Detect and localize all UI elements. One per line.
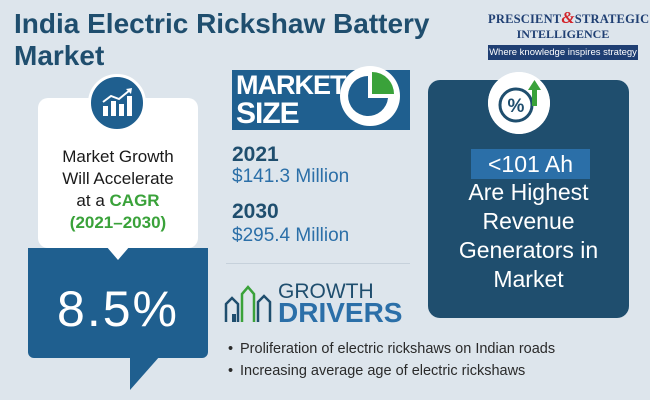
cagr-notch [106,246,130,260]
cagr-text-line3: at a CAGR [38,190,198,212]
cagr-description: Market Growth Will Accelerate at a CAGR … [38,146,198,234]
highlight-text-line1: Are Highest [468,179,589,205]
market-size-label-line2: SIZE [236,97,300,130]
page-title: India Electric Rickshaw Battery Market [14,8,430,71]
cagr-value: 8.5% [57,281,179,337]
growth-drivers-label-line2: DRIVERS [278,297,403,328]
cagr-callout-tail [130,356,160,390]
logo-word-strategic: STRATEGIC [574,12,650,26]
rising-chart-icon [88,74,146,132]
brand-logo: PRESCIENT&STRATEGIC INTELLIGENCE Where k… [488,8,649,62]
pie-chart-icon [340,66,400,126]
growth-drivers-list: Proliferation of electric rickshaws on I… [228,338,638,382]
cagr-text-prefix: at a [76,191,105,210]
market-size-year-2021: 2021 [232,143,279,166]
highlight-value: <101 Ah [471,149,590,179]
list-item: Proliferation of electric rickshaws on I… [228,338,638,360]
cagr-text-line2: Will Accelerate [62,169,174,188]
cagr-card: Market Growth Will Accelerate at a CAGR … [28,74,208,390]
logo-ampersand: & [561,8,575,27]
cagr-label: CAGR [109,191,160,210]
logo-tagline: Where knowledge inspires strategy [488,45,638,60]
cagr-text-line1: Market Growth [62,147,174,166]
logo-wordmark-line1: PRESCIENT&STRATEGIC [488,8,649,28]
percent-up-icon: % [488,72,550,134]
growth-arrows-icon [224,285,272,322]
highlight-text-line3: Generators in [458,237,599,263]
logo-wordmark-line2: INTELLIGENCE [516,27,610,41]
cagr-card-bottom [28,248,208,358]
cagr-period: (2021–2030) [69,213,167,232]
market-size-label-line1: MARKET [236,70,346,100]
market-size-value-2030: $295.4 Million [232,225,350,246]
highlight-text-line4: Market [493,266,564,292]
svg-text:%: % [508,96,525,117]
market-size-year-2030: 2030 [232,200,279,223]
section-divider [226,263,410,264]
highlight-text-line2: Revenue [482,208,575,234]
growth-drivers-label-line1: GROWTH [278,280,374,303]
highlight-description: Are Highest Revenue Generators in Market [428,178,629,294]
logo-word-prescient: PRESCIENT [488,12,562,26]
market-size-value-2021: $141.3 Million [232,166,350,187]
list-item: Increasing average age of electric ricks… [228,360,638,382]
